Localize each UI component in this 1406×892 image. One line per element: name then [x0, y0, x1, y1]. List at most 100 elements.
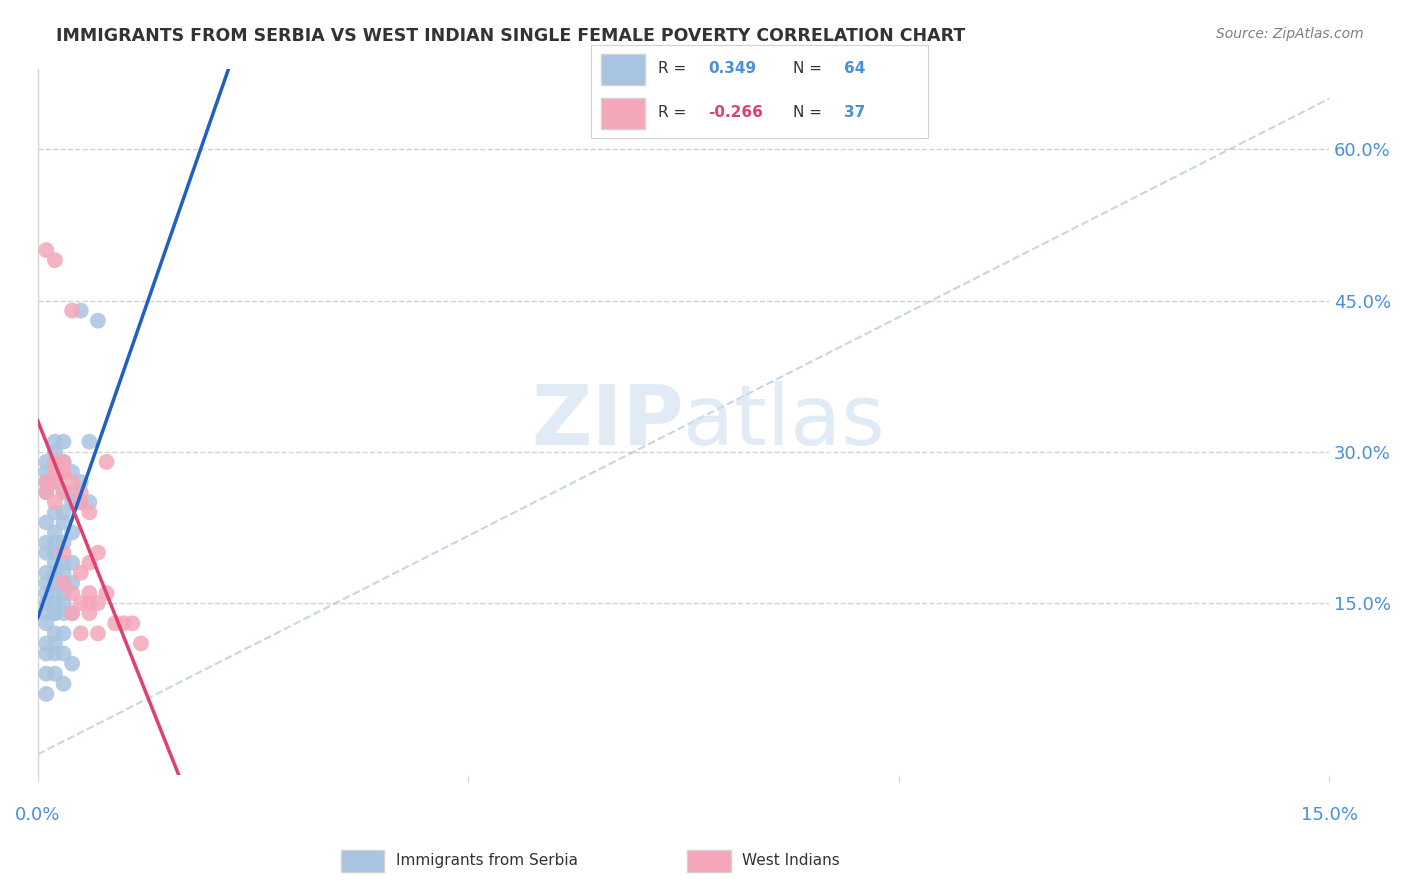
Point [96, 455, 118, 469]
Point [35, 243, 58, 257]
Point [44, 606, 66, 620]
Point [79, 586, 101, 600]
Text: R =: R = [658, 62, 692, 77]
Point [52, 586, 75, 600]
Text: atlas: atlas [683, 381, 886, 462]
Point [35, 606, 58, 620]
Point [69, 495, 91, 509]
Point [60, 303, 83, 318]
Point [44, 576, 66, 591]
Text: IMMIGRANTS FROM SERBIA VS WEST INDIAN SINGLE FEMALE POVERTY CORRELATION CHART: IMMIGRANTS FROM SERBIA VS WEST INDIAN SI… [56, 27, 966, 45]
Text: R =: R = [658, 105, 692, 120]
Text: N =: N = [793, 62, 827, 77]
Point [60, 606, 83, 620]
Point [52, 606, 75, 620]
Point [44, 253, 66, 268]
Point [52, 516, 75, 530]
Point [52, 647, 75, 661]
Point [35, 636, 58, 650]
Text: 0.349: 0.349 [709, 62, 756, 77]
Point [44, 495, 66, 509]
Point [35, 485, 58, 500]
Text: Source: ZipAtlas.com: Source: ZipAtlas.com [1216, 27, 1364, 41]
Point [35, 647, 58, 661]
Point [35, 485, 58, 500]
Point [44, 606, 66, 620]
Point [52, 566, 75, 580]
Text: ZIP: ZIP [531, 381, 683, 462]
Point [60, 657, 83, 671]
Point [87, 546, 110, 560]
Point [60, 606, 83, 620]
Point [52, 455, 75, 469]
Point [52, 596, 75, 610]
Point [52, 465, 75, 479]
Point [79, 434, 101, 449]
Point [44, 626, 66, 640]
Point [35, 475, 58, 489]
Text: West Indians: West Indians [742, 854, 841, 868]
Point [104, 616, 127, 631]
Point [96, 586, 118, 600]
Point [79, 505, 101, 519]
Point [60, 586, 83, 600]
Point [60, 525, 83, 540]
Point [44, 556, 66, 570]
Point [52, 626, 75, 640]
Point [44, 434, 66, 449]
Point [44, 525, 66, 540]
FancyBboxPatch shape [600, 98, 644, 129]
Point [44, 666, 66, 681]
FancyBboxPatch shape [340, 849, 384, 872]
Point [35, 455, 58, 469]
Point [52, 677, 75, 691]
Point [52, 535, 75, 549]
Text: -0.266: -0.266 [709, 105, 763, 120]
Point [60, 485, 83, 500]
Point [44, 596, 66, 610]
Point [60, 495, 83, 509]
Point [44, 455, 66, 469]
Point [35, 475, 58, 489]
Text: N =: N = [793, 105, 827, 120]
Point [79, 556, 101, 570]
Point [44, 647, 66, 661]
Point [52, 576, 75, 591]
Point [87, 314, 110, 328]
Point [44, 475, 66, 489]
Point [69, 485, 91, 500]
Point [69, 495, 91, 509]
Text: 15.0%: 15.0% [1301, 806, 1358, 824]
Point [52, 465, 75, 479]
Text: 0.0%: 0.0% [15, 806, 60, 824]
Point [35, 596, 58, 610]
Point [44, 505, 66, 519]
Point [44, 465, 66, 479]
Point [69, 566, 91, 580]
Point [52, 485, 75, 500]
Point [129, 636, 152, 650]
Point [87, 596, 110, 610]
Point [69, 303, 91, 318]
Point [44, 636, 66, 650]
Point [35, 576, 58, 591]
Point [52, 576, 75, 591]
Point [35, 546, 58, 560]
Point [52, 485, 75, 500]
Point [44, 566, 66, 580]
Point [44, 586, 66, 600]
Point [87, 626, 110, 640]
Point [35, 666, 58, 681]
Point [60, 475, 83, 489]
Point [52, 455, 75, 469]
Point [52, 556, 75, 570]
FancyBboxPatch shape [600, 54, 644, 85]
Point [79, 606, 101, 620]
Text: 64: 64 [844, 62, 865, 77]
Text: 37: 37 [844, 105, 865, 120]
Point [60, 556, 83, 570]
Point [35, 535, 58, 549]
Point [35, 566, 58, 580]
Point [44, 535, 66, 549]
FancyBboxPatch shape [688, 849, 731, 872]
